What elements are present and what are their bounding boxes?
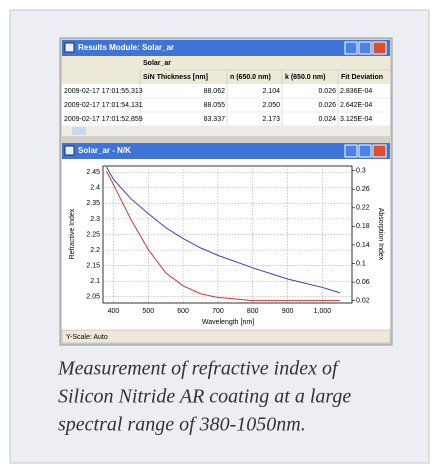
table-cell: 2009-02-17 17:01:55,313 — [64, 88, 143, 95]
scroll-thumb[interactable] — [72, 127, 86, 135]
y-tick-label: 2.1 — [90, 278, 100, 285]
chart-area — [62, 159, 390, 330]
y-tick-label: 2.45 — [86, 169, 100, 176]
table-cell: 2.642E-04 — [340, 102, 372, 109]
data-line — [106, 170, 340, 302]
y2-tick-label: 0.18 — [356, 223, 370, 230]
maximize-button[interactable] — [358, 144, 372, 158]
x-tick-label: 700 — [212, 308, 224, 315]
y2-tick-label: 0.22 — [356, 205, 370, 212]
table-cell: 3.125E-04 — [340, 116, 372, 123]
y2-tick-label: 0.02 — [356, 298, 370, 305]
table-cell: 2009-02-17 17:01:54,131 — [64, 102, 143, 109]
y-tick-label: 2.2 — [90, 247, 100, 254]
y-tick-label: 2.3 — [90, 216, 100, 223]
title-bar — [62, 143, 390, 159]
y-axis-label: Refractive Index — [69, 208, 76, 259]
close-button[interactable] — [372, 144, 387, 158]
y2-tick-label: 0.06 — [356, 279, 370, 286]
minimize-button[interactable] — [344, 41, 358, 55]
column-header: n (650.0 nm) — [230, 74, 271, 81]
status-text: Y-Scale: Auto — [66, 334, 108, 341]
y-tick-label: 2.25 — [86, 231, 100, 238]
column-header: SiN Thickness [nm] — [143, 74, 208, 81]
x-tick-label: 500 — [142, 308, 154, 315]
table-cell: 0.026 — [318, 102, 336, 109]
table-cell: 88.062 — [204, 88, 226, 95]
caption-line: spectral range of 380-1050nm. — [58, 414, 306, 436]
table-cell: 88.055 — [204, 102, 226, 109]
x-tick-label: 600 — [177, 308, 189, 315]
scrollbar[interactable] — [62, 126, 390, 136]
table-cell: 2009-02-17 17:01:52,859 — [64, 116, 143, 123]
table-cell: 2.173 — [262, 116, 280, 123]
y-tick-label: 2.15 — [86, 262, 100, 269]
y-tick-label: 2.35 — [86, 200, 100, 207]
status-bar — [61, 329, 391, 344]
table-cell: 2.050 — [262, 102, 280, 109]
caption-line: Silicon Nitride AR coating at a large — [58, 386, 351, 408]
window-icon — [64, 42, 75, 53]
window-title: Results Module: Solar_ar — [78, 43, 174, 52]
window-title: Solar_ar - N/K — [78, 146, 131, 155]
y2-tick-label: 0.14 — [356, 242, 370, 249]
column-header: k (650.0 nm) — [285, 74, 325, 81]
x-tick-label: 800 — [247, 308, 259, 315]
column-header: Fit Deviation — [341, 74, 383, 81]
caption-line: Measurement of refractive index of — [57, 358, 340, 380]
data-line — [106, 166, 340, 294]
y2-tick-label: 0.3 — [356, 167, 366, 174]
maximize-button[interactable] — [358, 41, 372, 55]
window-icon — [64, 145, 75, 156]
minimize-button[interactable] — [344, 144, 358, 158]
table-cell: 2.836E-04 — [340, 88, 372, 95]
table-cell: 2.104 — [262, 88, 280, 95]
table-cell: 0.024 — [318, 116, 336, 123]
x-tick-label: 1,000 — [314, 308, 332, 315]
title-bar — [62, 40, 390, 56]
y-tick-label: 2.05 — [86, 294, 100, 301]
group-header: Solar_ar — [143, 60, 171, 67]
table-cell: 0.026 — [318, 88, 336, 95]
close-button[interactable] — [372, 41, 387, 55]
x-tick-label: 400 — [108, 308, 120, 315]
y2-tick-label: 0.26 — [356, 186, 370, 193]
x-tick-label: 900 — [282, 308, 294, 315]
y-tick-label: 2.4 — [90, 185, 100, 192]
x-axis-label: Wavelength [nm] — [202, 319, 254, 326]
y2-axis-label: Absorption Index — [377, 208, 384, 261]
table-cell: 83.337 — [204, 116, 226, 123]
y2-tick-label: 0.1 — [356, 260, 366, 267]
